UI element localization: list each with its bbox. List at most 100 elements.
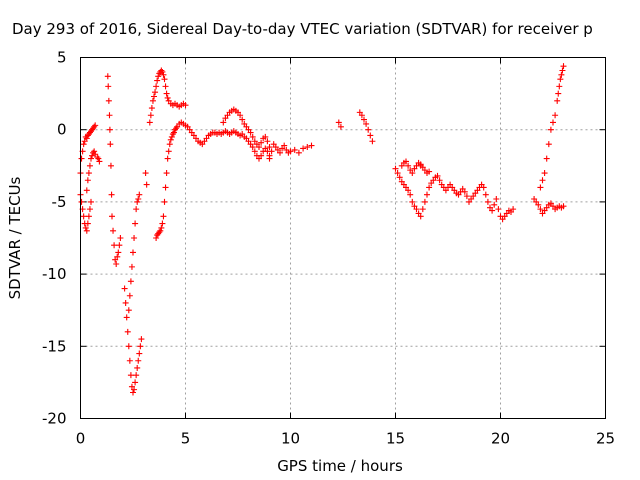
data-point [266,144,273,151]
x-tick-label: 10 [281,430,300,448]
data-point [363,120,370,127]
data-point [396,174,403,181]
data-point [78,155,85,162]
data-point [535,201,542,208]
data-point [493,196,500,203]
data-point [277,149,283,156]
data-point [287,148,294,155]
data-point [126,357,133,364]
data-point [480,184,487,191]
data-point [130,249,136,256]
data-point [489,207,496,214]
data-point [170,129,177,136]
data-point [124,328,131,335]
data-point [484,198,491,205]
data-point [268,148,275,155]
data-point [126,292,133,299]
data-point [78,198,85,205]
data-point [266,155,273,162]
data-point [160,71,167,78]
data-point [358,112,365,119]
data-point [106,126,113,133]
data-point [237,112,244,119]
data-point [166,141,173,148]
data-point [550,119,556,126]
data-point [128,263,135,270]
data-point [84,220,91,227]
data-point [117,235,124,241]
data-point [149,97,156,104]
data-point [537,184,544,191]
data-point [539,177,546,184]
data-point [555,90,562,97]
data-point [146,119,153,126]
data-point [160,213,167,220]
data-point [426,184,433,191]
data-point [413,206,420,213]
data-point [434,172,441,179]
data-point [82,224,89,231]
data-point [162,184,169,191]
data-point [132,220,139,227]
data-point [367,132,374,139]
data-point [148,105,155,112]
data-point [308,142,315,149]
data-point [86,162,93,169]
y-tick-label: -20 [42,410,67,428]
data-point [123,314,130,321]
data-point [153,235,160,241]
data-point [136,191,143,198]
data-point [107,162,114,169]
data-point [239,116,246,123]
data-point [554,97,561,104]
data-point [161,76,168,83]
data-point [557,76,564,83]
data-point [80,213,87,220]
data-point [249,144,256,151]
data-point [95,155,102,162]
data-point [131,386,138,393]
data-point [426,168,433,175]
data-point [135,196,142,203]
data-point [125,343,132,350]
data-point [85,213,92,220]
data-point [127,278,134,285]
data-point [89,152,96,159]
data-point [552,112,559,119]
data-point [251,148,258,155]
data-point [295,149,302,156]
data-point [154,77,161,84]
data-point [83,135,90,142]
grid-lines [80,57,606,419]
data-point [262,133,269,140]
data-point [83,187,90,194]
data-point [419,206,426,213]
data-point [365,126,372,133]
data-point [335,119,342,126]
data-point [491,201,498,208]
data-point [130,389,136,396]
x-tick-label: 5 [181,430,191,448]
data-point [258,139,265,146]
data-point [147,112,154,119]
data-point [407,191,414,198]
y-tick-label: -10 [42,265,67,283]
data-point [142,170,149,177]
data-point [291,146,298,153]
data-point [495,206,502,213]
data-point [337,123,344,130]
data-point [96,158,103,165]
data-point [106,112,113,119]
y-axis-title: SDTVAR / TECUs [6,176,24,299]
data-point [167,136,174,143]
x-axis-title: GPS time / hours [277,457,403,475]
data-point [304,144,311,151]
data-point [143,181,150,188]
data-point [105,83,112,90]
data-point [220,119,227,126]
data-point [92,122,99,129]
data-point [83,227,90,234]
data-point [105,97,112,104]
data-point [510,206,517,213]
